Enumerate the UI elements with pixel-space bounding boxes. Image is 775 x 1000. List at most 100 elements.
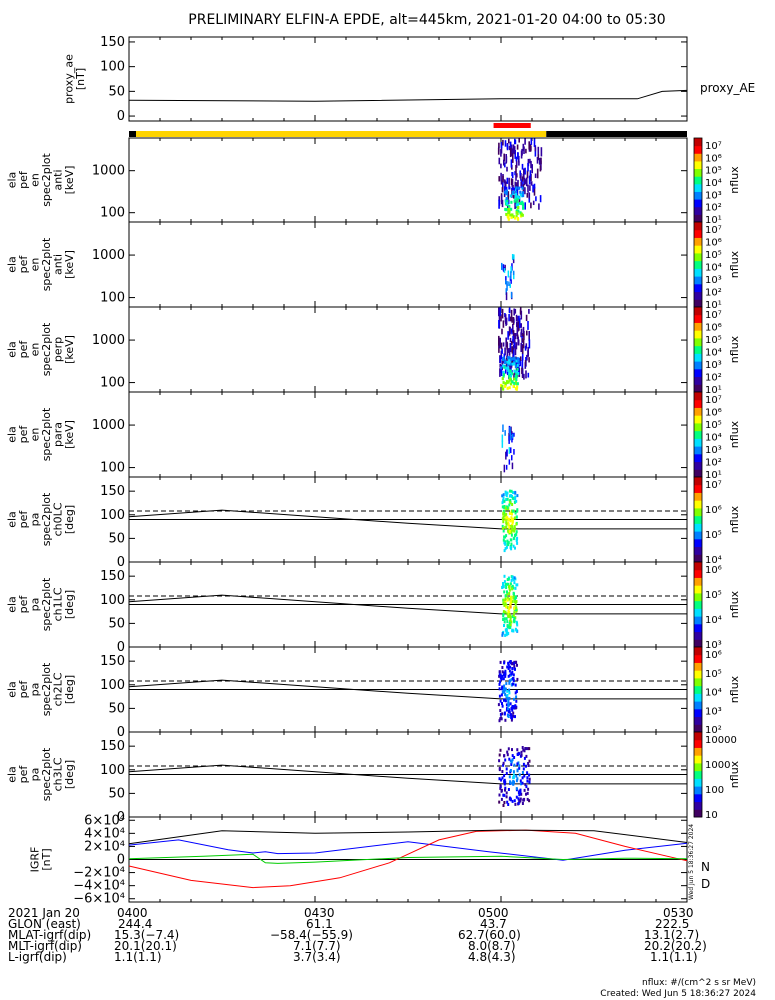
- spectrogram-cell: [518, 315, 520, 321]
- spectrogram-cell: [511, 576, 514, 580]
- spectrogram-cell: [503, 661, 506, 665]
- spectrogram-cell: [508, 138, 510, 144]
- spectrogram-cell: [509, 213, 512, 217]
- spectrogram-cell: [498, 753, 501, 757]
- spectrogram-cell: [502, 804, 505, 807]
- colorbar-step: [694, 422, 702, 432]
- spectrogram-cell: [505, 586, 508, 589]
- spectrogram-cell: [508, 503, 511, 507]
- spectrogram-cell: [529, 158, 531, 164]
- spectrogram-cell: [510, 159, 513, 168]
- spectrogram-cell: [522, 333, 524, 338]
- colorbar-step: [694, 670, 702, 679]
- spectrogram-cell: [509, 316, 512, 322]
- spectrogram-cell: [499, 337, 501, 346]
- spectrogram-cell: [512, 270, 515, 275]
- spectrogram-cell: [511, 584, 514, 588]
- spectrogram-cell: [515, 695, 518, 699]
- spectrogram-cell: [501, 262, 503, 270]
- spectrogram-cell: [509, 427, 511, 435]
- spectrogram-cell: [513, 619, 516, 623]
- spectrogram-cell: [514, 608, 517, 611]
- spectrogram-cell: [532, 184, 534, 193]
- spectrogram-cell: [523, 774, 526, 778]
- spectrogram-cell: [530, 160, 532, 169]
- y-tick-label: 150: [100, 35, 125, 50]
- spectrogram-cell: [502, 610, 505, 614]
- spectrogram-cell: [498, 766, 501, 770]
- spectrogram-cell: [515, 156, 518, 162]
- spectrogram-cell: [502, 529, 505, 533]
- y-tick-label: 50: [108, 786, 125, 801]
- spectrogram-cell: [516, 494, 519, 498]
- spectrogram-cell: [527, 372, 530, 378]
- spectrogram-cell: [503, 774, 506, 778]
- y-tick-label: 0: [117, 853, 125, 868]
- colorbar-tick-label: 10⁵: [705, 335, 722, 346]
- spectrogram-cell: [511, 512, 513, 516]
- spectrogram-cell: [516, 367, 519, 371]
- spectrogram-cell: [505, 633, 508, 637]
- spectrogram-cell: [505, 703, 508, 707]
- colorbar-step: [694, 739, 702, 748]
- colorbar-tick-label: 10⁶: [705, 650, 722, 661]
- colorbar-label: nflux: [728, 760, 741, 788]
- colorbar-step: [694, 562, 702, 571]
- y-axis-label: [nT]: [74, 68, 87, 90]
- spectrogram-cell: [506, 349, 509, 359]
- spectrogram-cell: [514, 216, 517, 220]
- spectrogram-cell: [521, 746, 524, 749]
- spectrogram-cell: [504, 786, 507, 790]
- spectrogram-cell: [518, 321, 520, 331]
- spectrogram-cell: [511, 615, 514, 619]
- spectrogram-cell: [529, 185, 531, 191]
- spectrogram-cell: [511, 521, 514, 525]
- spectrogram-cell: [507, 217, 510, 221]
- spectrogram-cell: [524, 167, 526, 175]
- spectrogram-cell: [515, 583, 518, 587]
- colorbar-step: [694, 407, 702, 416]
- spectrogram-cell: [508, 607, 511, 611]
- spectrogram-cell: [511, 263, 513, 271]
- spectrogram-cell: [507, 331, 509, 340]
- y-axis-label: spec2plot: [40, 662, 53, 716]
- spectrogram-cell: [503, 801, 506, 804]
- spectrogram-cell: [505, 516, 508, 520]
- spectrogram-cell: [517, 360, 520, 364]
- spectrogram-cell: [512, 679, 515, 682]
- y-tick-label: 0: [117, 640, 125, 655]
- igrf-legend-d: D: [701, 877, 710, 891]
- spectrogram-cell: [508, 530, 511, 533]
- spectrogram-cell: [518, 318, 521, 329]
- colorbar-tick-label: 10⁴: [705, 178, 722, 189]
- spectrogram-cell: [514, 683, 517, 687]
- spectrogram-cell: [514, 597, 517, 601]
- y-tick-label: 0: [117, 725, 125, 740]
- spectrogram-cell: [515, 515, 518, 519]
- spectrogram-cell: [504, 264, 506, 271]
- spectrogram-cell: [502, 139, 504, 146]
- spectrogram-cell: [501, 186, 504, 192]
- spectrogram-cell: [503, 684, 506, 688]
- spectrogram-cell: [525, 148, 527, 154]
- spectrogram-cell: [521, 370, 524, 378]
- spectrogram-cell: [502, 763, 505, 767]
- spectrogram-cell: [527, 321, 529, 330]
- spectrogram-cell: [508, 494, 511, 498]
- spectrogram-cell: [508, 459, 511, 465]
- spectrogram-cell: [503, 549, 506, 553]
- spectrogram-cell: [508, 588, 511, 592]
- y-axis-label: spec2plot: [40, 407, 53, 461]
- colorbar-step: [694, 523, 702, 532]
- colorbar-step: [694, 747, 702, 756]
- spectrogram-cell: [526, 177, 528, 187]
- spectrogram-cell: [502, 612, 505, 616]
- spectrogram-cell: [507, 667, 510, 670]
- colorbar-step: [694, 662, 702, 671]
- spectrogram-cell: [499, 660, 502, 664]
- spectrogram-cell: [533, 138, 536, 147]
- spectrogram-cell: [518, 752, 521, 756]
- spectrogram-cell: [515, 629, 518, 632]
- colorbar-step: [694, 577, 702, 586]
- y-tick-label: 0: [117, 555, 125, 570]
